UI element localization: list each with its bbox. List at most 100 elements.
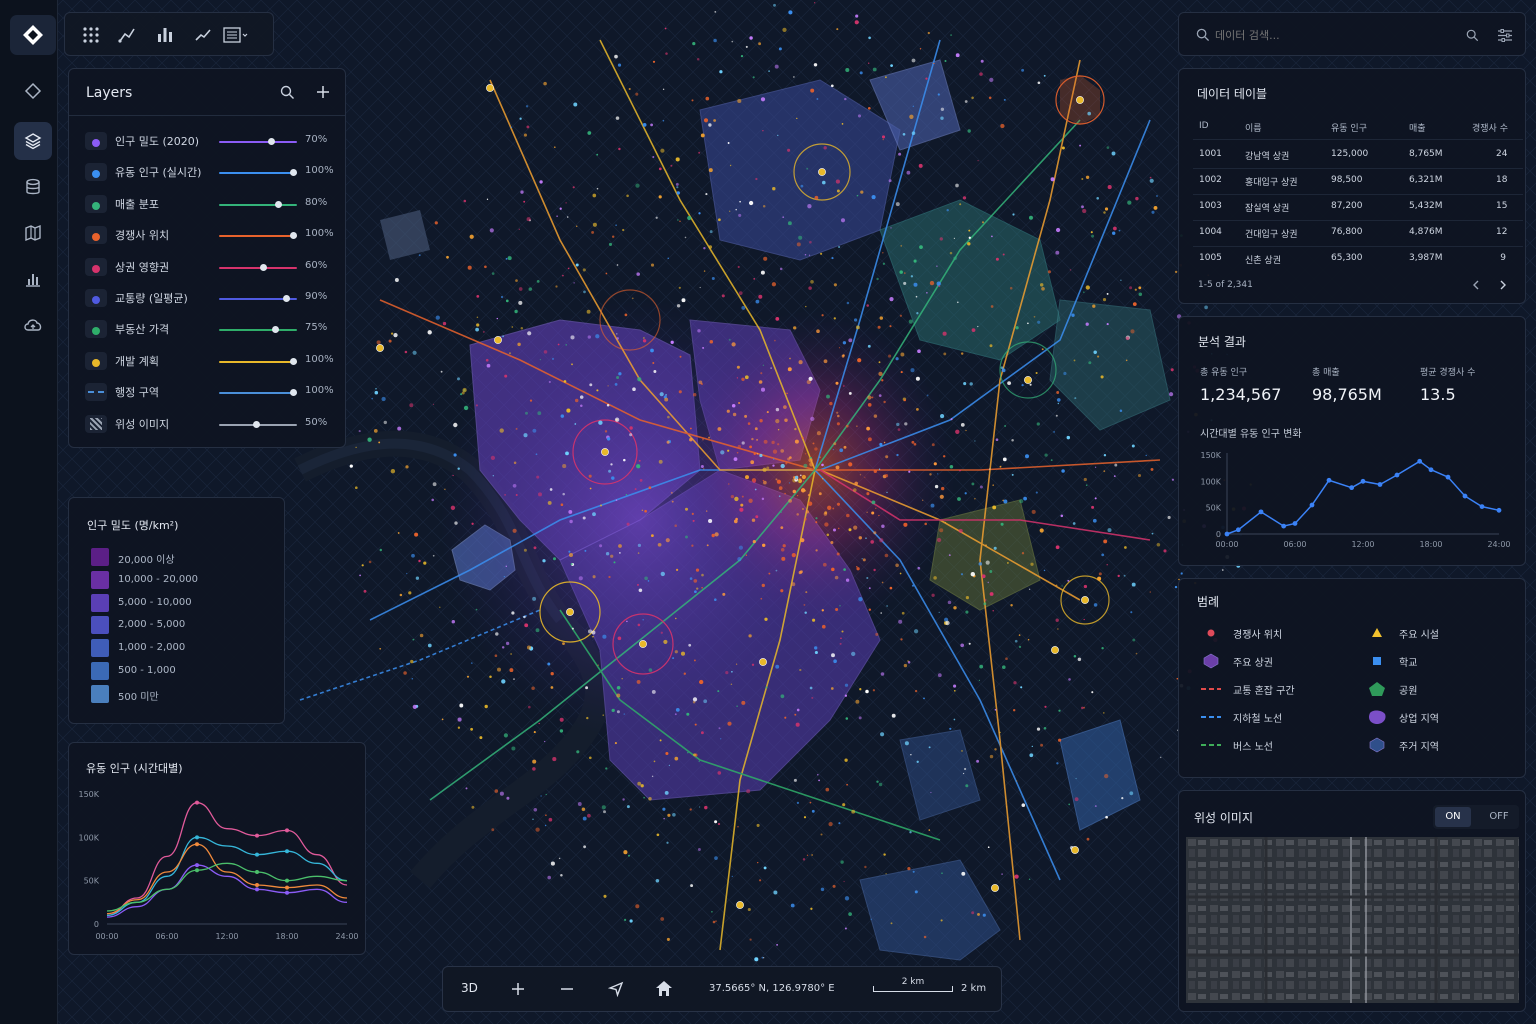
zoom-out-icon[interactable] — [560, 982, 574, 996]
locate-icon[interactable] — [608, 981, 624, 997]
x-tick-label: 12:00 — [215, 932, 238, 941]
slider-handle[interactable] — [290, 169, 297, 177]
layer-opacity-slider[interactable] — [219, 172, 297, 175]
apps-grid-icon[interactable] — [81, 25, 101, 45]
table-row[interactable]: 1005 신촌 상권 65,300 3,987M 9 — [1179, 247, 1525, 271]
density-label: 500 미만 — [118, 691, 159, 703]
3d-toggle-button[interactable]: 3D — [461, 981, 478, 995]
slider-handle[interactable] — [253, 420, 260, 428]
search-input[interactable] — [1215, 25, 1445, 45]
legend-title: 범례 — [1197, 595, 1220, 609]
table-header[interactable]: ID — [1199, 121, 1209, 131]
diamond-icon[interactable] — [14, 72, 52, 110]
layer-row[interactable]: 위성 이미지 50% — [85, 413, 335, 437]
layer-row[interactable]: 상권 영향권 60% — [85, 256, 335, 280]
map-legend-panel: 범례 경쟁사 위치 주요 시설 주요 상권 학교 교통 혼잡 구간 공원 지하철 노선 상업 … — [1178, 578, 1526, 778]
density-legend-row: 500 미만 — [91, 684, 261, 703]
layer-color-dot — [92, 233, 100, 242]
y-tick-label: 100K — [1200, 477, 1221, 486]
slider-handle[interactable] — [290, 357, 297, 365]
satellite-image — [1186, 837, 1519, 1003]
table-row[interactable]: 1002 홍대입구 상권 98,500 6,321M 18 — [1179, 169, 1525, 193]
table-cell: 24 — [1496, 149, 1508, 159]
series-line — [106, 836, 348, 916]
bar-chart-icon[interactable] — [155, 25, 175, 45]
layer-row[interactable]: 인구 밀도 (2020) 70% — [85, 130, 335, 154]
slider-handle[interactable] — [260, 263, 268, 271]
search-icon — [1196, 28, 1210, 42]
table-header[interactable]: 경쟁사 수 — [1472, 124, 1508, 134]
density-label: 500 - 1,000 — [118, 665, 176, 676]
table-cell: 125,000 — [1331, 149, 1369, 159]
layer-row[interactable]: 행정 구역 100% — [85, 381, 335, 405]
chevron-right-icon[interactable] — [1498, 280, 1508, 290]
layer-label: 매출 분포 — [115, 197, 159, 211]
table-row[interactable]: 1001 강남역 상권 125,000 8,765M 24 — [1179, 143, 1525, 167]
table-cell: 1002 — [1199, 175, 1222, 185]
layer-opacity-slider[interactable] — [219, 392, 297, 395]
layer-opacity-slider[interactable] — [219, 266, 297, 269]
stat-value: 1,234,567 — [1200, 385, 1282, 404]
search-icon[interactable] — [280, 85, 295, 100]
table-cell: 1004 — [1199, 227, 1222, 237]
table-row[interactable]: 1004 건대입구 상권 76,800 4,876M 12 — [1179, 221, 1525, 245]
analytics-icon[interactable] — [14, 260, 52, 298]
data-point — [1428, 467, 1434, 473]
layer-opacity-slider[interactable] — [219, 360, 297, 363]
table-cell: 4,876M — [1409, 227, 1443, 237]
slider-handle[interactable] — [275, 200, 283, 208]
legend-item: 상업 지역 — [1365, 707, 1515, 727]
slider-handle[interactable] — [282, 295, 290, 302]
layer-color-dot — [92, 139, 100, 147]
layer-row[interactable]: 경쟁사 위치 100% — [85, 224, 335, 248]
database-icon[interactable] — [14, 168, 52, 206]
layer-opacity-slider[interactable] — [219, 329, 297, 332]
data-point — [1326, 477, 1332, 483]
table-header[interactable]: 매출 — [1409, 124, 1426, 134]
route-icon[interactable] — [117, 25, 137, 45]
layer-row[interactable]: 매출 분포 80% — [85, 193, 335, 217]
layer-row[interactable]: 부동산 가격 75% — [85, 318, 335, 342]
line-chart-icon[interactable] — [193, 25, 213, 45]
list-icon[interactable] — [223, 25, 249, 45]
layer-row[interactable]: 유동 인구 (실시간) 100% — [85, 161, 335, 185]
table-row[interactable]: 1003 잠실역 상권 87,200 5,432M 15 — [1179, 195, 1525, 219]
legend-label: 주거 지역 — [1399, 742, 1439, 753]
legend-item: 교통 혼잡 구간 — [1199, 679, 1349, 699]
layers-icon[interactable] — [14, 122, 52, 160]
slider-handle[interactable] — [290, 232, 297, 240]
table-cell: 6,321M — [1409, 175, 1443, 185]
home-icon[interactable] — [655, 980, 673, 997]
legend-item: 버스 노선 — [1199, 735, 1349, 755]
legend-label: 지하철 노선 — [1233, 714, 1283, 725]
satellite-on-button[interactable]: ON — [1435, 807, 1471, 827]
layer-color-dot — [92, 201, 100, 210]
map-icon[interactable] — [14, 214, 52, 252]
triangle-legend-icon — [1372, 628, 1382, 637]
data-point — [285, 878, 289, 883]
slider-handle[interactable] — [267, 138, 275, 145]
table-header[interactable]: 이름 — [1245, 124, 1262, 134]
chevron-left-icon[interactable] — [1471, 280, 1481, 290]
search-submit-icon[interactable] — [1466, 29, 1479, 42]
zoom-in-icon[interactable] — [511, 982, 525, 996]
layer-opacity-slider[interactable] — [219, 235, 297, 238]
data-table-panel: 데이터 테이블 ID 이름 유동 인구 매출 경쟁사 수 1001 강남역 상권 125,00… — [1178, 68, 1526, 304]
satellite-off-button[interactable]: OFF — [1489, 811, 1509, 822]
layer-row[interactable]: 교통량 (일평균) 90% — [85, 287, 335, 311]
layer-opacity-slider[interactable] — [219, 203, 297, 206]
layer-opacity-slider[interactable] — [219, 298, 297, 300]
density-label: 10,000 - 20,000 — [118, 573, 198, 585]
x-tick-label: 18:00 — [275, 932, 298, 941]
table-header[interactable]: 유동 인구 — [1331, 124, 1367, 134]
logo-icon[interactable] — [10, 15, 56, 55]
table-cell: 3,987M — [1409, 253, 1443, 263]
layer-swatch — [85, 132, 107, 150]
add-layer-icon[interactable] — [315, 84, 331, 100]
layer-opacity-slider[interactable] — [219, 141, 297, 143]
filter-settings-icon[interactable] — [1497, 28, 1513, 43]
slider-handle[interactable] — [271, 326, 279, 334]
cloud-upload-icon[interactable] — [14, 306, 52, 344]
slider-handle[interactable] — [290, 389, 297, 397]
layer-row[interactable]: 개발 계획 100% — [85, 350, 335, 374]
